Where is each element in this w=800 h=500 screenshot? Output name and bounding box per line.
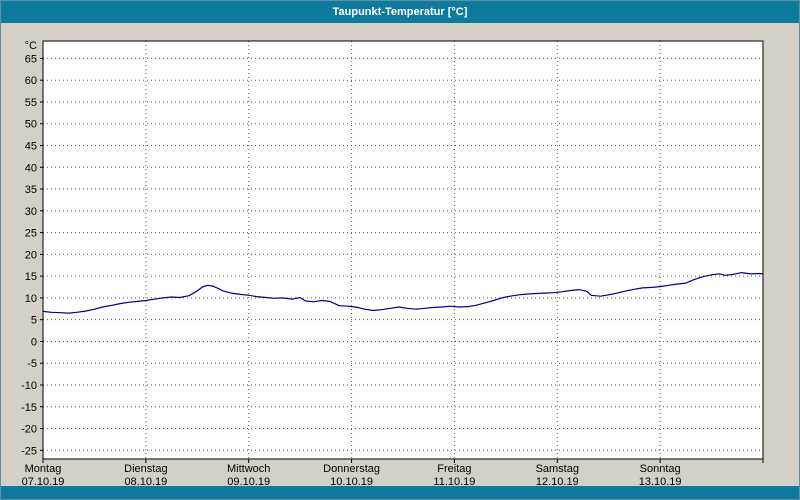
bottom-strip bbox=[1, 486, 799, 499]
y-tick-label: -5 bbox=[27, 358, 37, 370]
x-date-label: 12.10.19 bbox=[536, 476, 579, 486]
chart-area: 65 60 55 50 45 40 35 30 25 20 15 10 5 0 -5 -10 -15 -20 -25… bbox=[1, 23, 799, 486]
y-tick-label: 10 bbox=[25, 293, 37, 305]
x-weekday-label: Sonntag bbox=[640, 463, 681, 475]
y-tick-label: 5 bbox=[31, 315, 37, 327]
x-weekday-label: Mittwoch bbox=[227, 463, 270, 475]
x-weekday-label: Dienstag bbox=[124, 463, 167, 475]
x-date-label: 10.10.19 bbox=[330, 476, 373, 486]
y-axis-unit-label: °C bbox=[25, 40, 37, 52]
x-date-label: 07.10.19 bbox=[22, 476, 65, 486]
x-weekday-label: Montag bbox=[25, 463, 62, 475]
y-tick-label: 20 bbox=[25, 249, 37, 261]
x-weekday-label: Samstag bbox=[536, 463, 579, 475]
y-tick-label: 35 bbox=[25, 184, 37, 196]
x-date-label: 11.10.19 bbox=[433, 476, 475, 486]
dewpoint-series-line bbox=[42, 272, 764, 314]
x-weekday-label: Freitag bbox=[437, 463, 471, 475]
y-tick-label: 0 bbox=[31, 336, 37, 348]
y-tick-label: 55 bbox=[25, 97, 37, 109]
dewpoint-line-chart: 65605550454035302520151050-5-10-15-20-25… bbox=[21, 40, 764, 486]
x-weekday-label: Donnerstag bbox=[323, 463, 380, 475]
window-titlebar[interactable]: Taupunkt-Temperatur [°C] bbox=[1, 1, 799, 23]
y-tick-label: -25 bbox=[21, 445, 37, 457]
y-tick-label: 15 bbox=[25, 271, 37, 283]
y-tick-label: 45 bbox=[25, 141, 37, 153]
x-date-label: 09.10.19 bbox=[227, 476, 270, 486]
y-tick-label: 40 bbox=[25, 162, 37, 174]
plot-border bbox=[42, 40, 764, 460]
y-tick-label: 25 bbox=[25, 228, 37, 240]
y-tick-label: -10 bbox=[21, 380, 37, 392]
y-tick-label: 60 bbox=[25, 75, 37, 87]
plot-background bbox=[43, 41, 763, 459]
y-tick-label: 65 bbox=[25, 53, 37, 65]
x-date-label: 13.10.19 bbox=[639, 476, 682, 486]
y-tick-label: 30 bbox=[25, 206, 37, 218]
window-title: Taupunkt-Temperatur [°C] bbox=[332, 6, 468, 18]
y-tick-label: -20 bbox=[21, 424, 37, 436]
y-tick-label: -15 bbox=[21, 402, 37, 414]
y-tick-label: 50 bbox=[25, 119, 37, 131]
x-date-label: 08.10.19 bbox=[124, 476, 167, 486]
